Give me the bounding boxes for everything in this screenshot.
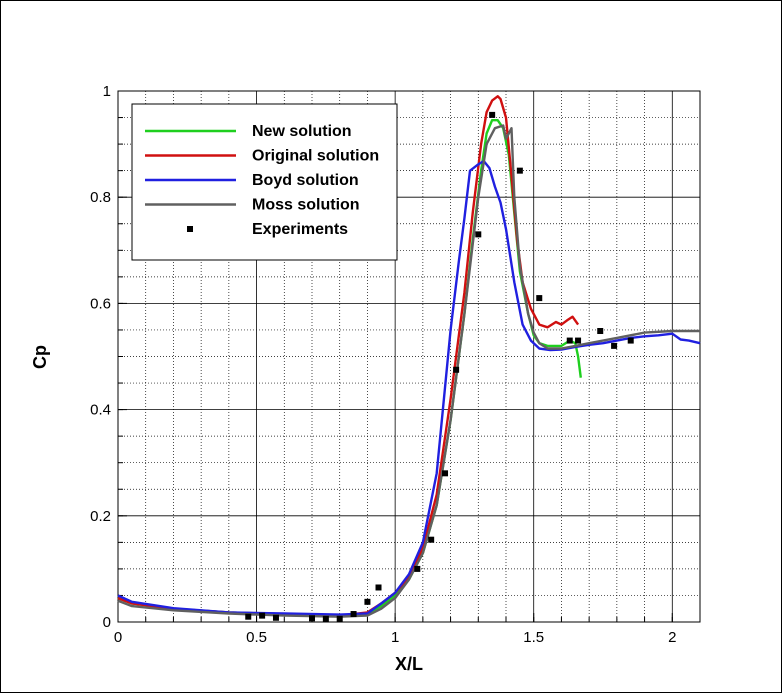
x-axis-title: X/L <box>395 654 423 674</box>
experiment-marker <box>272 614 279 621</box>
x-tick-label: 0.5 <box>246 629 267 646</box>
y-tick-label: 0.4 <box>90 402 111 419</box>
y-tick-label: 0.8 <box>90 189 111 206</box>
legend: New solution Original solution Boyd soluti… <box>131 103 398 261</box>
series-line-boyd-solution <box>117 159 701 616</box>
experiment-marker <box>516 167 523 174</box>
experiment-marker <box>597 328 604 335</box>
experiment-marker <box>627 337 634 344</box>
experiment-marker <box>575 337 582 344</box>
experiment-marker <box>364 598 371 605</box>
experiment-marker <box>428 536 435 543</box>
y-tick-label: 1 <box>103 83 111 100</box>
experiment-marker <box>414 565 421 572</box>
legend-label: Moss solution <box>252 197 360 214</box>
y-tick-label: 0 <box>103 614 111 631</box>
experiment-marker <box>536 295 543 302</box>
experiment-marker <box>245 613 252 620</box>
legend-label: Experiments <box>252 221 348 238</box>
experiment-marker <box>475 231 482 238</box>
y-axis-title: Cp <box>30 345 50 369</box>
experiment-marker <box>309 615 315 622</box>
experiment-marker <box>259 612 266 619</box>
experiment-marker <box>322 615 329 622</box>
y-tick-label: 0.6 <box>90 295 111 312</box>
experiment-marker <box>336 615 343 622</box>
x-tick-label: 1 <box>391 629 399 646</box>
y-tick-label: 0.2 <box>90 508 111 525</box>
legend-label: New solution <box>252 123 352 140</box>
experiment-marker <box>350 611 357 618</box>
x-tick-label: 0 <box>114 629 122 646</box>
experiment-marker <box>442 470 449 477</box>
y-tick-labels: 0 0.2 0.4 0.6 0.8 1 <box>90 83 111 631</box>
legend-label: Boyd solution <box>252 172 359 189</box>
x-tick-label: 1.5 <box>523 629 544 646</box>
axis-ticks <box>117 90 673 623</box>
x-tick-label: 2 <box>668 629 676 646</box>
experiment-marker <box>453 366 460 373</box>
legend-swatch-marker <box>187 226 193 232</box>
series-layer <box>117 95 701 622</box>
experiment-marker <box>566 337 573 344</box>
experiment-marker <box>375 584 382 591</box>
experiment-marker <box>489 111 496 118</box>
legend-label: Original solution <box>252 148 379 165</box>
experiment-marker <box>611 342 618 349</box>
x-tick-labels: 0 0.5 1 1.5 2 <box>114 629 677 646</box>
